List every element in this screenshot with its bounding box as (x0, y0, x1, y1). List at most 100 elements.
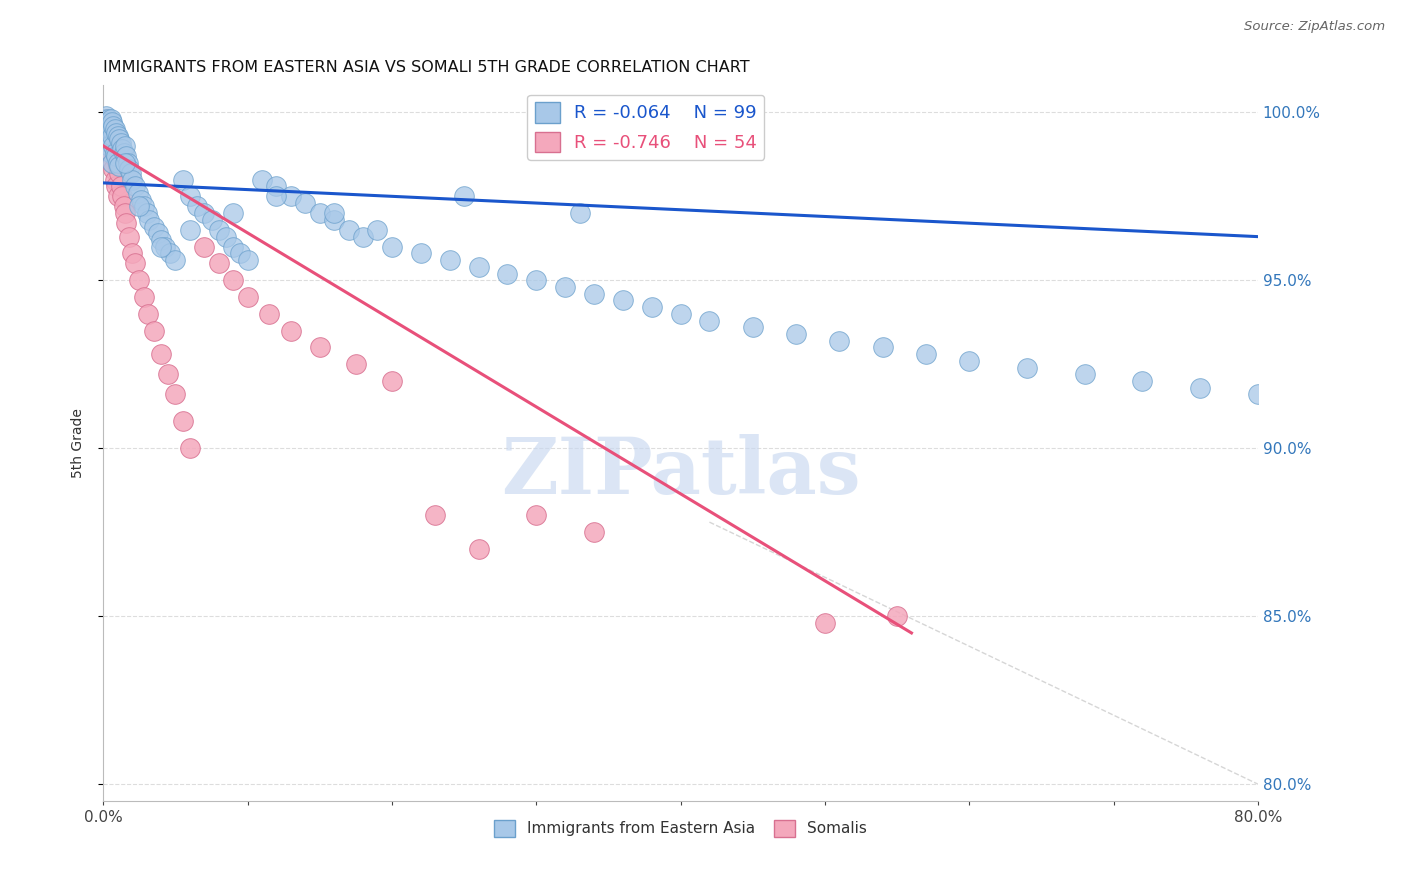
Point (120, 166, 142, 180)
Point (524, 273, 547, 287)
Point (93, 119, 115, 133)
Point (127, 186, 149, 200)
Point (103, 139, 125, 153)
Point (409, 246, 432, 260)
Point (96, 115, 118, 129)
Point (172, 172, 194, 186)
Point (96, 115, 118, 129)
Point (132, 199, 155, 213)
Point (105, 179, 128, 194)
Point (582, 286, 605, 301)
Point (98, 115, 121, 129)
Point (129, 193, 152, 207)
Point (425, 508, 447, 523)
Point (100, 145, 122, 160)
Point (142, 324, 165, 338)
Point (236, 290, 259, 304)
Point (93, 112, 115, 126)
Point (150, 233, 173, 247)
Point (157, 368, 180, 382)
Point (236, 253, 259, 268)
Text: IMMIGRANTS FROM EASTERN ASIA VS SOMALI 5TH GRADE CORRELATION CHART: IMMIGRANTS FROM EASTERN ASIA VS SOMALI 5… (103, 60, 749, 75)
Point (96, 128, 118, 143)
Point (612, 293, 634, 308)
Point (114, 206, 136, 220)
Point (103, 119, 125, 133)
Point (105, 153, 128, 167)
Text: ZIPatlas: ZIPatlas (501, 434, 860, 510)
Point (872, 341, 894, 355)
Point (135, 206, 157, 220)
Point (98, 122, 121, 136)
Point (115, 216, 138, 230)
Point (121, 246, 143, 260)
Point (915, 347, 938, 361)
Point (101, 115, 124, 129)
Point (159, 246, 181, 260)
Point (104, 145, 127, 160)
Point (155, 240, 177, 254)
Point (222, 206, 245, 220)
Point (103, 139, 125, 153)
Legend: Immigrants from Eastern Asia, Somalis: Immigrants from Eastern Asia, Somalis (488, 814, 873, 843)
Point (886, 609, 908, 624)
Point (132, 290, 155, 304)
Point (142, 219, 165, 234)
Point (96, 109, 118, 123)
Point (107, 159, 129, 173)
Point (439, 253, 461, 268)
Point (97, 132, 120, 146)
Point (172, 414, 194, 428)
Point (115, 149, 138, 163)
Point (179, 223, 201, 237)
Point (118, 162, 141, 177)
Point (381, 240, 404, 254)
Point (110, 136, 132, 150)
Point (741, 320, 763, 334)
Point (352, 229, 374, 244)
Point (108, 132, 131, 146)
Point (200, 212, 222, 227)
Point (215, 229, 238, 244)
Point (828, 334, 851, 348)
Point (280, 324, 302, 338)
Point (98, 122, 121, 136)
Point (582, 525, 605, 540)
Point (208, 223, 231, 237)
Point (294, 196, 316, 211)
Point (1189, 381, 1212, 395)
Point (108, 159, 131, 173)
Point (266, 189, 288, 203)
Point (97, 119, 120, 133)
Point (186, 199, 208, 213)
Point (136, 307, 159, 321)
Point (101, 128, 124, 143)
Point (179, 189, 201, 203)
Point (118, 229, 141, 244)
Point (785, 326, 807, 341)
Point (699, 313, 721, 327)
Point (208, 256, 231, 270)
Point (669, 307, 692, 321)
Point (114, 139, 136, 153)
Point (381, 374, 404, 388)
Point (1073, 368, 1095, 382)
Point (103, 162, 125, 177)
Point (568, 206, 591, 220)
Point (308, 341, 330, 355)
Point (337, 223, 360, 237)
Point (496, 267, 519, 281)
Point (93, 112, 115, 126)
Point (108, 166, 131, 180)
Point (100, 126, 122, 140)
Point (222, 273, 245, 287)
Point (111, 142, 134, 156)
Point (138, 212, 160, 227)
Point (323, 206, 346, 220)
Point (814, 615, 837, 630)
Point (114, 155, 136, 169)
Point (1015, 360, 1038, 375)
Point (104, 145, 127, 160)
Point (467, 260, 489, 274)
Point (165, 253, 187, 268)
